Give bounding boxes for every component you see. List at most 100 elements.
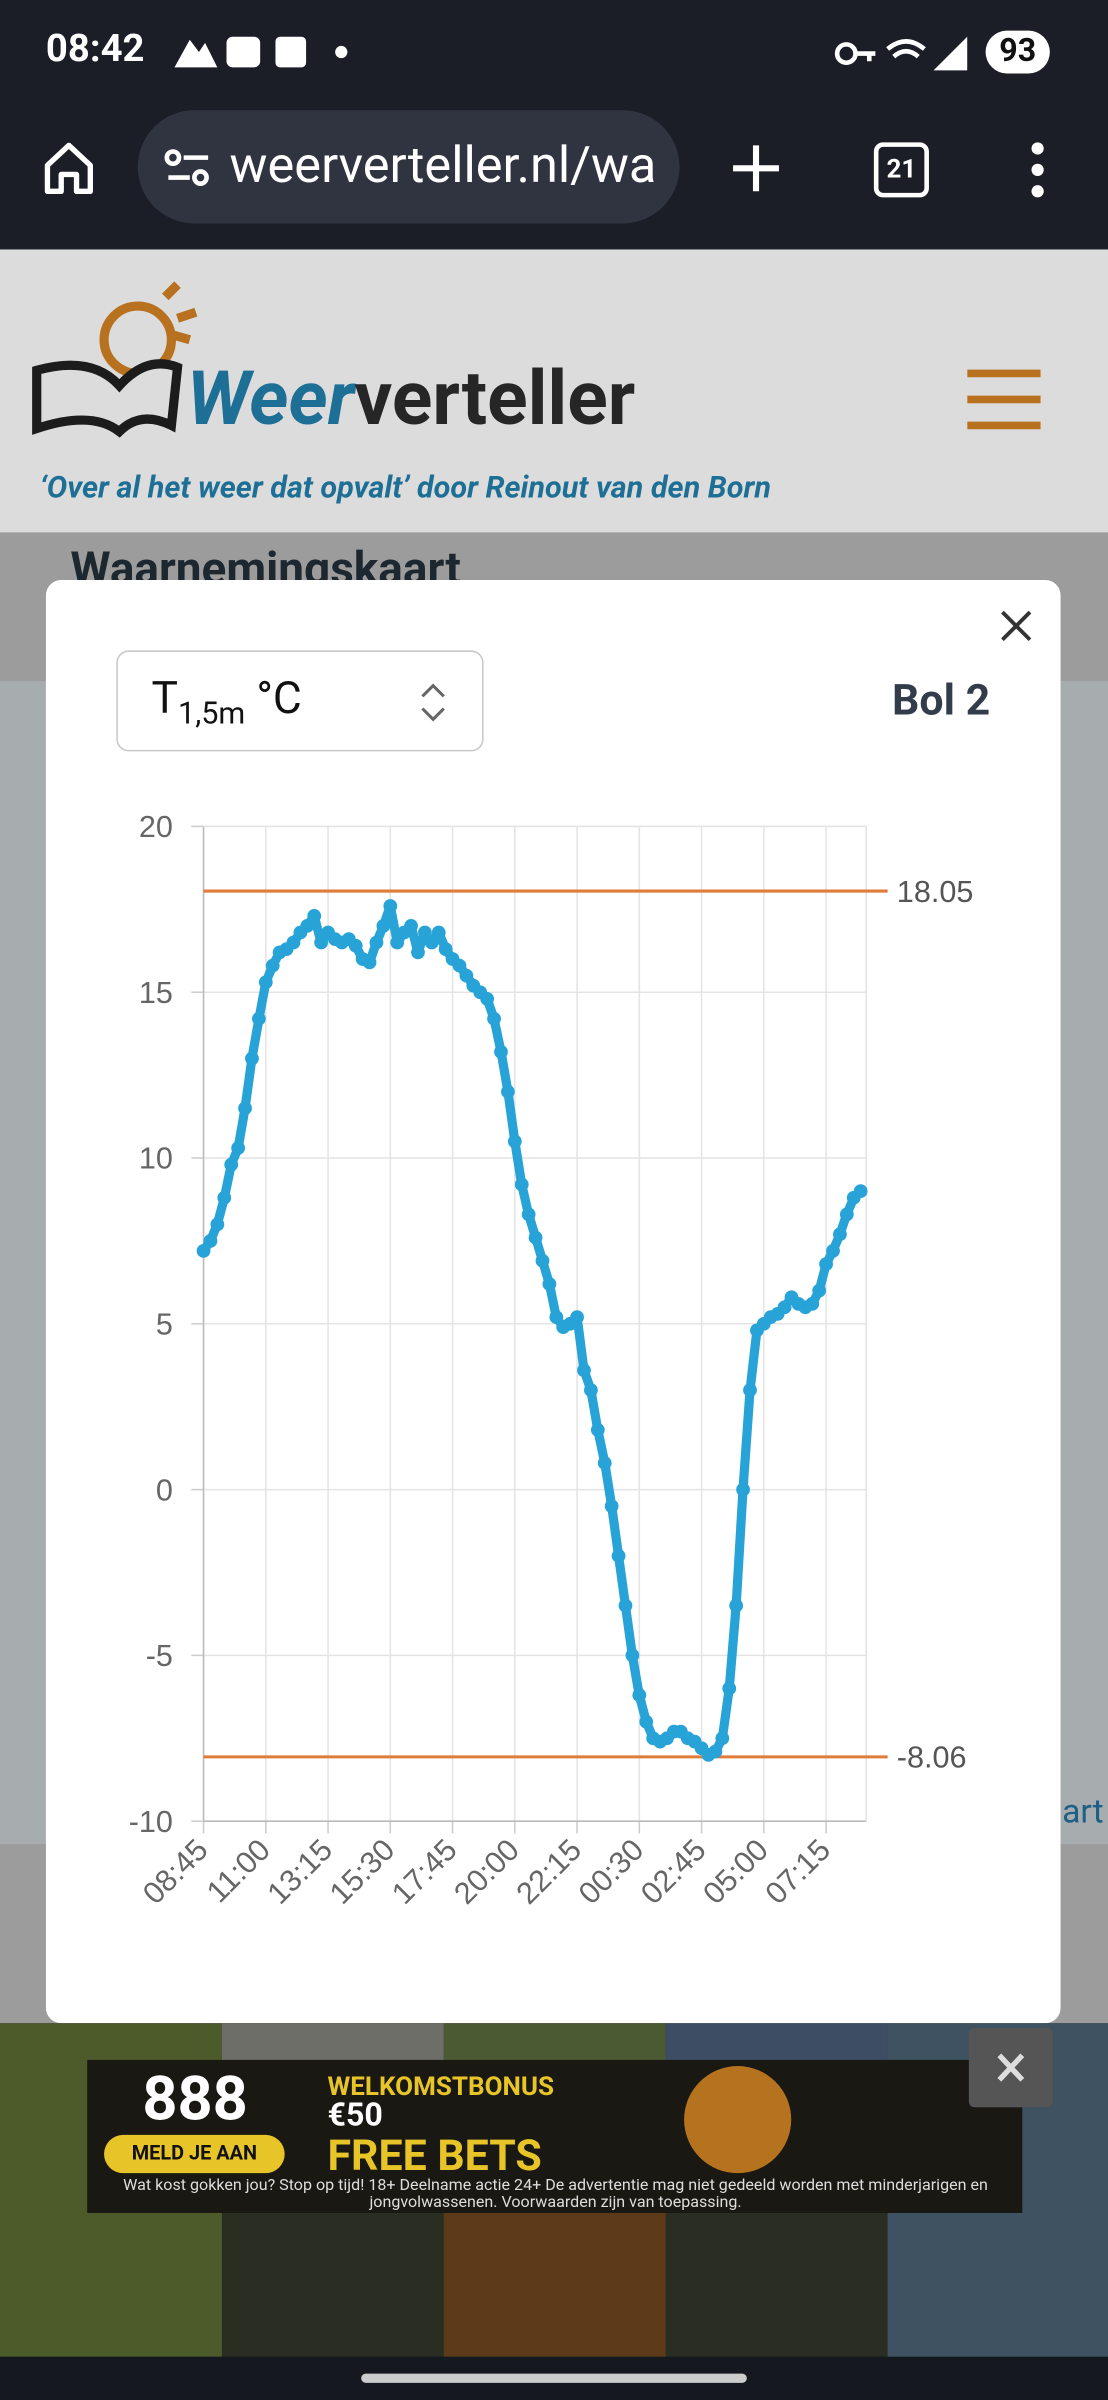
data-point	[833, 1227, 847, 1242]
data-point	[715, 1731, 730, 1746]
data-point	[736, 1482, 750, 1497]
data-point	[590, 1423, 605, 1437]
data-point	[819, 1257, 833, 1271]
data-point	[611, 1549, 626, 1563]
url: weerverteller.nl/wa	[229, 136, 657, 196]
ad-creative[interactable]: 888 MELD JE AAN WELKOMSTBONUS €50 FREE B…	[87, 2059, 1023, 2213]
data-point	[203, 1234, 218, 1248]
close-button[interactable]	[999, 609, 1033, 643]
data-point	[639, 1714, 654, 1729]
status-icons-right	[834, 36, 968, 71]
x-tick-label: 20:00	[448, 1833, 526, 1911]
data-point	[535, 1253, 550, 1268]
data-point	[404, 919, 418, 933]
data-point	[245, 1051, 259, 1066]
data-point	[514, 1177, 529, 1192]
data-point	[231, 1141, 246, 1155]
data-point	[196, 1243, 211, 1258]
site-header	[0, 249, 1108, 533]
data-point	[300, 919, 315, 933]
reference-label: 18.05	[897, 875, 974, 909]
chart: -10 -5 0 5 10 15 20 08:4511:0013:1515:3017:4520…	[129, 810, 974, 1911]
x-tick-label: 15:30	[323, 1833, 401, 1911]
new-tab-button[interactable]	[728, 141, 783, 196]
symbol: T	[151, 673, 179, 726]
data-point	[418, 925, 432, 940]
data-point	[501, 1084, 515, 1099]
ad-offer: FREE BETS	[327, 2130, 542, 2181]
data-point	[459, 968, 474, 983]
menu-button[interactable]	[1025, 141, 1049, 199]
data-point	[618, 1598, 633, 1613]
data-point	[743, 1383, 757, 1398]
unit: °C	[256, 673, 302, 726]
data-point	[826, 1243, 840, 1258]
data-point	[597, 1456, 612, 1470]
ad-headline: WELKOMSTBONUS	[327, 2072, 555, 2103]
x-tick-label: 00:30	[572, 1833, 650, 1911]
subscript: 1,5m	[178, 694, 246, 732]
tab-switcher[interactable]: 21	[873, 142, 929, 198]
data-point	[625, 1648, 640, 1663]
data-point	[570, 1310, 584, 1325]
variable-select[interactable]: T1,5m °C	[116, 650, 484, 752]
y-tick-label: -5	[146, 1639, 173, 1673]
battery: 93	[985, 30, 1050, 74]
data-point	[521, 1207, 536, 1222]
ad-close[interactable]	[968, 2027, 1053, 2108]
data-point	[217, 1190, 232, 1205]
y-tick-label: 0	[156, 1473, 173, 1507]
data-point	[839, 1207, 854, 1222]
status-icons	[174, 36, 348, 68]
data-point	[210, 1217, 225, 1232]
hamburger-menu[interactable]	[967, 367, 1041, 431]
data-point	[224, 1157, 239, 1172]
x-tick-label: 13:15	[261, 1833, 339, 1911]
ad-graphic	[684, 2066, 792, 2174]
y-tick-label: 10	[139, 1142, 173, 1176]
data-point	[729, 1598, 744, 1613]
data-point	[258, 975, 273, 990]
data-point	[494, 1045, 508, 1059]
url-bar[interactable]: weerverteller.nl/wa	[137, 110, 680, 224]
y-tick-label: 20	[139, 810, 173, 844]
data-point	[376, 919, 391, 933]
data-point	[487, 1011, 501, 1026]
logo-part: Weer	[186, 355, 355, 443]
data-point	[584, 1383, 598, 1398]
site-settings-icon[interactable]	[162, 147, 214, 190]
data-point	[528, 1230, 543, 1245]
x-tick-label: 05:00	[697, 1833, 775, 1911]
ad-button[interactable]: MELD JE AAN	[104, 2134, 285, 2174]
y-tick-label: -10	[129, 1805, 173, 1839]
data-point	[431, 925, 446, 940]
x-tick-label: 22:15	[510, 1833, 588, 1911]
data-point	[577, 1363, 591, 1378]
data-point	[238, 1101, 252, 1116]
ad-disclaimer: Wat kost gokken jou? Stop op tijd! 18+ D…	[123, 2174, 988, 2212]
gesture-handle	[361, 2373, 747, 2383]
y-tick-label: 5	[156, 1308, 173, 1342]
clock: 08:42	[45, 27, 145, 72]
x-tick-label: 17:45	[385, 1833, 463, 1911]
data-point	[452, 958, 467, 973]
data-point	[411, 945, 425, 960]
site-logo[interactable]: Weerverteller	[187, 355, 636, 442]
tagline: ‘Over al het weer dat opvalt’ door Reino…	[39, 468, 771, 506]
home-button[interactable]	[40, 138, 101, 199]
ad-amount: €50	[327, 2098, 383, 2135]
modal: T1,5m °C Bol 2 -10 -5 0 5 10 15 20 08:45 11:00 13…	[45, 580, 1061, 2024]
data-point	[480, 991, 495, 1006]
data-point	[362, 955, 377, 970]
data-point	[507, 1134, 522, 1149]
data-point	[777, 1300, 792, 1315]
data-point	[251, 1011, 266, 1026]
map-label: art	[1062, 1793, 1104, 1832]
ad-tile	[443, 2191, 666, 2357]
data-point	[369, 935, 384, 950]
data-point	[722, 1681, 737, 1696]
data-point	[632, 1688, 647, 1703]
ad-banner[interactable]: 888 MELD JE AAN WELKOMSTBONUS €50 FREE B…	[0, 2023, 1108, 2357]
data-point	[549, 1310, 564, 1325]
